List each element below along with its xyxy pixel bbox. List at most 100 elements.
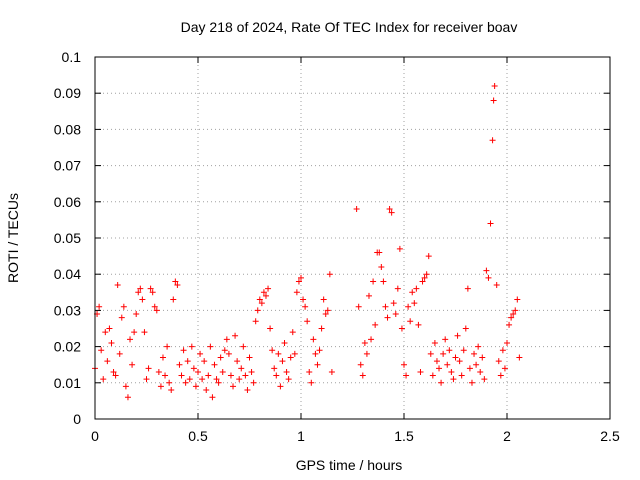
data-point [479, 354, 486, 361]
data-point [392, 311, 399, 318]
data-point [98, 347, 105, 354]
data-point [137, 285, 144, 292]
y-axis-label: ROTI / TECUs [5, 193, 21, 283]
data-point [483, 267, 490, 274]
data-point [170, 296, 177, 303]
data-point [172, 278, 179, 285]
data-point [184, 358, 191, 365]
data-point [462, 325, 469, 332]
data-point [419, 278, 426, 285]
data-point [112, 372, 119, 379]
data-point [238, 365, 245, 372]
data-point [324, 307, 331, 314]
data-point [197, 350, 204, 357]
chart-title: Day 218 of 2024, Rate Of TEC Index for r… [181, 19, 518, 35]
data-point [182, 379, 189, 386]
data-point [312, 350, 319, 357]
data-point [316, 347, 323, 354]
data-point [96, 303, 103, 310]
data-point [157, 383, 164, 390]
data-point [450, 376, 457, 383]
x-tick-label: 0 [91, 428, 99, 444]
data-point [401, 361, 407, 368]
data-point [207, 343, 214, 350]
data-point [490, 97, 497, 104]
data-point [359, 372, 366, 379]
data-point [322, 311, 329, 318]
data-point [178, 372, 185, 379]
data-point [271, 365, 278, 372]
data-point [365, 292, 372, 299]
x-tick-label: 1 [297, 428, 305, 444]
data-point [141, 329, 148, 336]
data-point [380, 278, 387, 285]
data-point [262, 292, 269, 299]
data-point [118, 314, 125, 321]
data-point [485, 274, 492, 281]
data-point [116, 350, 123, 357]
data-point [162, 372, 169, 379]
data-point [448, 368, 455, 375]
data-point [209, 394, 216, 401]
data-point [304, 318, 311, 325]
y-tick-label: 0.03 [54, 302, 81, 318]
data-point [176, 361, 183, 368]
data-point [143, 376, 150, 383]
data-point [423, 271, 430, 278]
data-point [444, 361, 451, 368]
data-point [252, 318, 259, 325]
x-tick-label: 2.5 [600, 428, 620, 444]
data-point [127, 336, 134, 343]
data-point [306, 368, 313, 375]
data-point [508, 314, 515, 321]
data-point [516, 354, 523, 361]
plot-frame [94, 56, 611, 420]
data-point [254, 307, 261, 314]
data-point [291, 350, 298, 357]
data-point [256, 296, 263, 303]
data-point [456, 358, 463, 365]
data-point [155, 368, 162, 375]
data-point [376, 249, 383, 256]
data-point [283, 368, 290, 375]
data-point [260, 289, 267, 296]
data-point [287, 354, 294, 361]
data-point [440, 350, 447, 357]
data-point [458, 372, 465, 379]
data-point [275, 350, 282, 357]
data-point [318, 325, 325, 332]
data-point [353, 206, 360, 213]
data-point [124, 394, 131, 401]
data-point [357, 361, 364, 368]
data-point [384, 314, 391, 321]
data-point [108, 339, 115, 346]
y-tick-label: 0.07 [54, 158, 81, 174]
data-point [104, 358, 111, 365]
data-point [442, 336, 449, 343]
x-tick-label: 2 [503, 428, 511, 444]
data-point [227, 372, 234, 379]
data-point [211, 361, 218, 368]
data-point [248, 368, 255, 375]
data-point [258, 300, 265, 307]
data-point [466, 365, 473, 372]
data-point [361, 339, 368, 346]
data-point [405, 303, 412, 310]
data-point [269, 347, 276, 354]
data-point [236, 376, 243, 383]
data-point [446, 347, 453, 354]
data-point [427, 350, 434, 357]
data-point [394, 285, 401, 292]
data-point [120, 303, 127, 310]
data-point [429, 372, 436, 379]
data-point [512, 307, 519, 314]
data-point [487, 220, 494, 227]
data-point [388, 209, 395, 216]
data-point [267, 325, 274, 332]
data-point [308, 379, 315, 386]
data-point [302, 303, 309, 310]
data-point [293, 289, 300, 296]
data-point [279, 358, 286, 365]
data-point [372, 321, 379, 328]
